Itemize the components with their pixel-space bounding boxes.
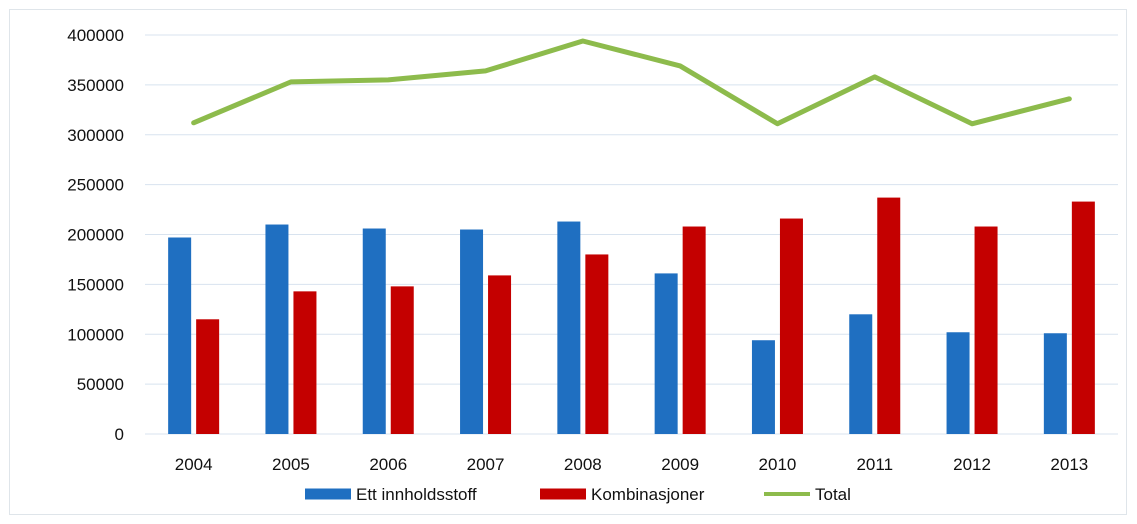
legend-label: Total: [815, 485, 851, 504]
legend-swatch-ett-innholdsstoff: [305, 488, 351, 500]
bar-kombinasjoner-2010: [779, 218, 803, 434]
y-tick-label: 100000: [67, 325, 124, 344]
bars-layer: [168, 197, 1095, 434]
x-tick-label: 2008: [564, 455, 602, 474]
bar-kombinasjoner-2008: [585, 254, 609, 434]
bar-ett-innholdsstoff-2006: [362, 228, 386, 434]
x-tick-label: 2013: [1050, 455, 1088, 474]
bar-ett-innholdsstoff-2007: [460, 229, 484, 434]
bar-kombinasjoner-2009: [682, 226, 706, 434]
y-tick-label: 150000: [67, 275, 124, 294]
bar-kombinasjoner-2005: [293, 291, 317, 434]
x-tick-label: 2009: [661, 455, 699, 474]
y-tick-label: 350000: [67, 76, 124, 95]
x-tick-label: 2011: [856, 455, 893, 474]
legend-swatch-kombinasjoner: [540, 488, 586, 500]
y-tick-label: 400000: [67, 26, 124, 45]
bar-ett-innholdsstoff-2008: [557, 221, 581, 434]
bar-ett-innholdsstoff-2010: [751, 340, 775, 434]
x-tick-label: 2005: [272, 455, 310, 474]
legend-layer: Ett innholdsstoff Kombinasjoner Total: [305, 485, 851, 504]
y-tick-label: 50000: [77, 375, 124, 394]
bar-kombinasjoner-2011: [877, 197, 901, 434]
bar-kombinasjoner-2007: [488, 275, 512, 434]
y-tick-label: 200000: [67, 226, 124, 245]
x-tick-label: 2006: [369, 455, 407, 474]
bar-kombinasjoner-2004: [196, 319, 220, 434]
bar-ett-innholdsstoff-2012: [946, 332, 970, 434]
bar-ett-innholdsstoff-2005: [265, 224, 289, 434]
line-layer: [191, 38, 1072, 127]
legend-label: Ett innholdsstoff: [356, 485, 477, 504]
x-tick-label: 2004: [175, 455, 213, 474]
grid-layer: [145, 34, 1118, 435]
legend-swatch-total: [764, 492, 810, 496]
y-tick-label: 0: [115, 425, 124, 444]
y-tick-label: 300000: [67, 126, 124, 145]
y-tick-label: 250000: [67, 176, 124, 195]
legend-label: Kombinasjoner: [591, 485, 705, 504]
bar-ett-innholdsstoff-2009: [654, 273, 678, 434]
bar-ett-innholdsstoff-2013: [1043, 333, 1067, 434]
bar-kombinasjoner-2012: [974, 226, 998, 434]
line-total: [191, 38, 1072, 127]
labels-layer: 0 50000 100000 150000 200000 250000 300000 3500…: [67, 26, 1088, 474]
x-tick-label: 2007: [467, 455, 505, 474]
bar-ett-innholdsstoff-2011: [849, 314, 873, 434]
bar-kombinasjoner-2013: [1071, 201, 1095, 434]
bar-kombinasjoner-2006: [390, 286, 414, 434]
bar-ett-innholdsstoff-2004: [168, 237, 192, 434]
x-tick-label: 2012: [953, 455, 991, 474]
x-tick-label: 2010: [759, 455, 797, 474]
